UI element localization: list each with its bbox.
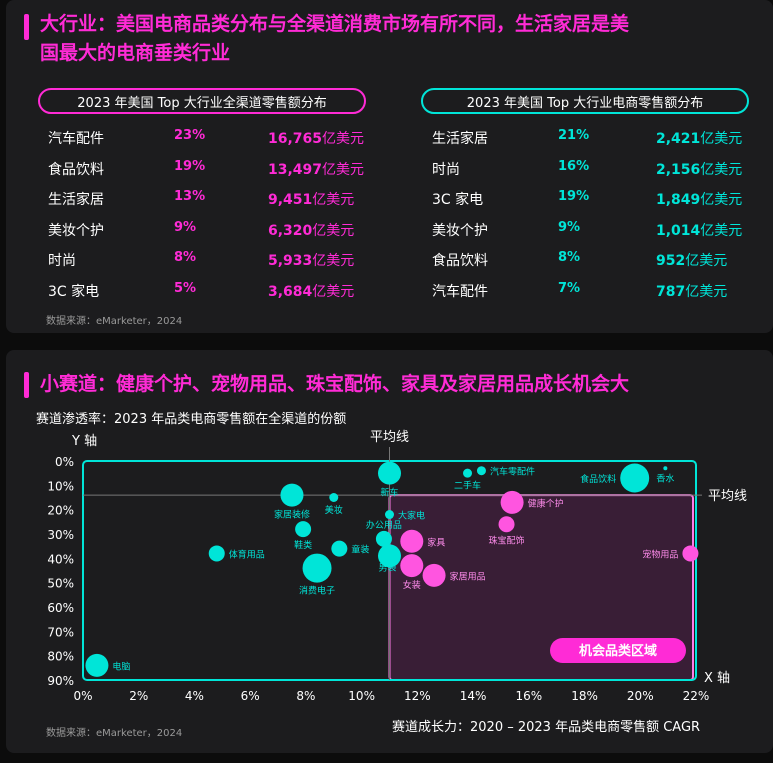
section1-title-line1: 大行业：美国电商品类分布与全渠道消费市场有所不同，生活家居是美 — [40, 13, 630, 35]
row-amount-value: 13,497 — [268, 161, 323, 178]
row-category: 食品饮料 — [48, 161, 104, 178]
source-note: 数据来源：eMarketer，2024 — [46, 728, 183, 739]
row-amount: 5,933亿美元 — [268, 250, 354, 270]
row-amount-unit: 亿美元 — [700, 131, 743, 147]
left-table-header: 2023 年美国 Top 大行业全渠道零售额分布 — [38, 88, 366, 114]
table-row: 时尚 16% 2,156亿美元 — [6, 159, 766, 179]
row-category: 生活家居 — [48, 192, 104, 208]
row-amount-value: 952 — [656, 253, 686, 269]
row-amount-unit: 亿美元 — [700, 192, 743, 208]
segment-panel: 小赛道：健康个护、宠物用品、珠宝配饰、家具及家居用品成长机会大 赛道渗透率：20… — [6, 350, 773, 753]
table-row: 汽车配件 23% 16,765亿美元 — [6, 128, 766, 148]
row-amount-value: 16,765 — [268, 131, 323, 147]
section1-title-line2: 国最大的电商垂类行业 — [40, 42, 231, 64]
row-amount-unit: 亿美元 — [322, 161, 365, 178]
row-amount: 9,451亿美元 — [268, 189, 354, 209]
row-amount: 6,320亿美元 — [268, 220, 354, 240]
chart-subtitle: 赛道渗透率：2023 年品类电商零售额在全渠道的份额 — [36, 412, 347, 427]
row-amount-unit: 亿美元 — [700, 161, 743, 178]
row-category: 时尚 — [48, 253, 76, 269]
row-amount-unit: 亿美元 — [700, 222, 743, 239]
row-share: 21% — [558, 128, 590, 143]
row-share: 19% — [558, 189, 590, 204]
table-row: 食品饮料 19% 13,497亿美元 — [6, 159, 766, 179]
row-category: 美妆个护 — [432, 222, 488, 239]
row-amount-value: 1,849 — [656, 192, 701, 208]
row-amount: 787亿美元 — [656, 281, 727, 301]
row-share: 9% — [558, 219, 581, 235]
row-amount-unit: 亿美元 — [312, 192, 355, 208]
table-row: 汽车配件 7% 787亿美元 — [6, 281, 766, 301]
row-amount: 1,849亿美元 — [656, 189, 742, 209]
row-amount-value: 3,684 — [268, 283, 313, 300]
row-amount-unit: 亿美元 — [685, 253, 728, 269]
row-amount: 2,421亿美元 — [656, 128, 742, 148]
row-amount-value: 5,933 — [268, 253, 313, 269]
table-row: 生活家居 21% 2,421亿美元 — [6, 128, 766, 148]
row-share: 9% — [174, 219, 197, 235]
row-amount-unit: 亿美元 — [322, 131, 365, 147]
row-share: 7% — [558, 280, 581, 296]
table-row: 3C 家电 19% 1,849亿美元 — [6, 189, 766, 209]
row-share: 19% — [174, 158, 206, 174]
x-axis-caption: 赛道成长力：2020 – 2023 年品类电商零售额 CAGR — [392, 720, 701, 735]
table-row: 3C 家电 5% 3,684亿美元 — [6, 281, 766, 301]
row-amount-value: 9,451 — [268, 192, 313, 208]
row-amount: 3,684亿美元 — [268, 281, 354, 301]
row-category: 时尚 — [432, 161, 460, 178]
row-share: 8% — [174, 250, 197, 265]
row-share: 8% — [558, 250, 581, 265]
title-accent-bar — [24, 14, 29, 40]
table-row: 食品饮料 8% 952亿美元 — [6, 250, 766, 270]
row-category: 汽车配件 — [432, 283, 488, 300]
row-amount-unit: 亿美元 — [685, 283, 728, 300]
row-category: 生活家居 — [432, 131, 488, 147]
row-amount-unit: 亿美元 — [312, 283, 355, 300]
table-row: 美妆个护 9% 6,320亿美元 — [6, 220, 766, 240]
row-share: 23% — [174, 128, 206, 143]
industry-panel: 大行业：美国电商品类分布与全渠道消费市场有所不同，生活家居是美 国最大的电商垂类… — [6, 0, 773, 333]
row-amount-value: 787 — [656, 283, 686, 300]
row-amount-value: 2,421 — [656, 131, 701, 147]
row-category: 3C 家电 — [48, 283, 100, 300]
section2-title: 小赛道：健康个护、宠物用品、珠宝配饰、家具及家居用品成长机会大 — [40, 373, 630, 395]
row-amount-value: 2,156 — [656, 161, 701, 178]
row-amount-unit: 亿美元 — [312, 222, 355, 239]
row-category: 食品饮料 — [432, 253, 488, 269]
row-share: 16% — [558, 158, 590, 174]
row-share: 5% — [174, 280, 197, 296]
table-row: 时尚 8% 5,933亿美元 — [6, 250, 766, 270]
row-category: 3C 家电 — [432, 192, 484, 208]
row-amount-value: 1,014 — [656, 222, 701, 239]
table-row: 美妆个护 9% 1,014亿美元 — [6, 220, 766, 240]
row-amount: 13,497亿美元 — [268, 159, 364, 179]
row-amount-value: 6,320 — [268, 222, 313, 239]
row-amount: 1,014亿美元 — [656, 220, 742, 240]
row-amount: 2,156亿美元 — [656, 159, 742, 179]
row-amount-unit: 亿美元 — [312, 253, 355, 269]
table-row: 生活家居 13% 9,451亿美元 — [6, 189, 766, 209]
right-table-header: 2023 年美国 Top 大行业电商零售额分布 — [421, 88, 749, 114]
row-category: 汽车配件 — [48, 131, 104, 147]
title-accent-bar — [24, 372, 29, 398]
source-note: 数据来源：eMarketer，2024 — [46, 316, 183, 327]
row-amount: 952亿美元 — [656, 250, 727, 270]
row-amount: 16,765亿美元 — [268, 128, 364, 148]
row-share: 13% — [174, 189, 206, 204]
row-category: 美妆个护 — [48, 222, 104, 239]
